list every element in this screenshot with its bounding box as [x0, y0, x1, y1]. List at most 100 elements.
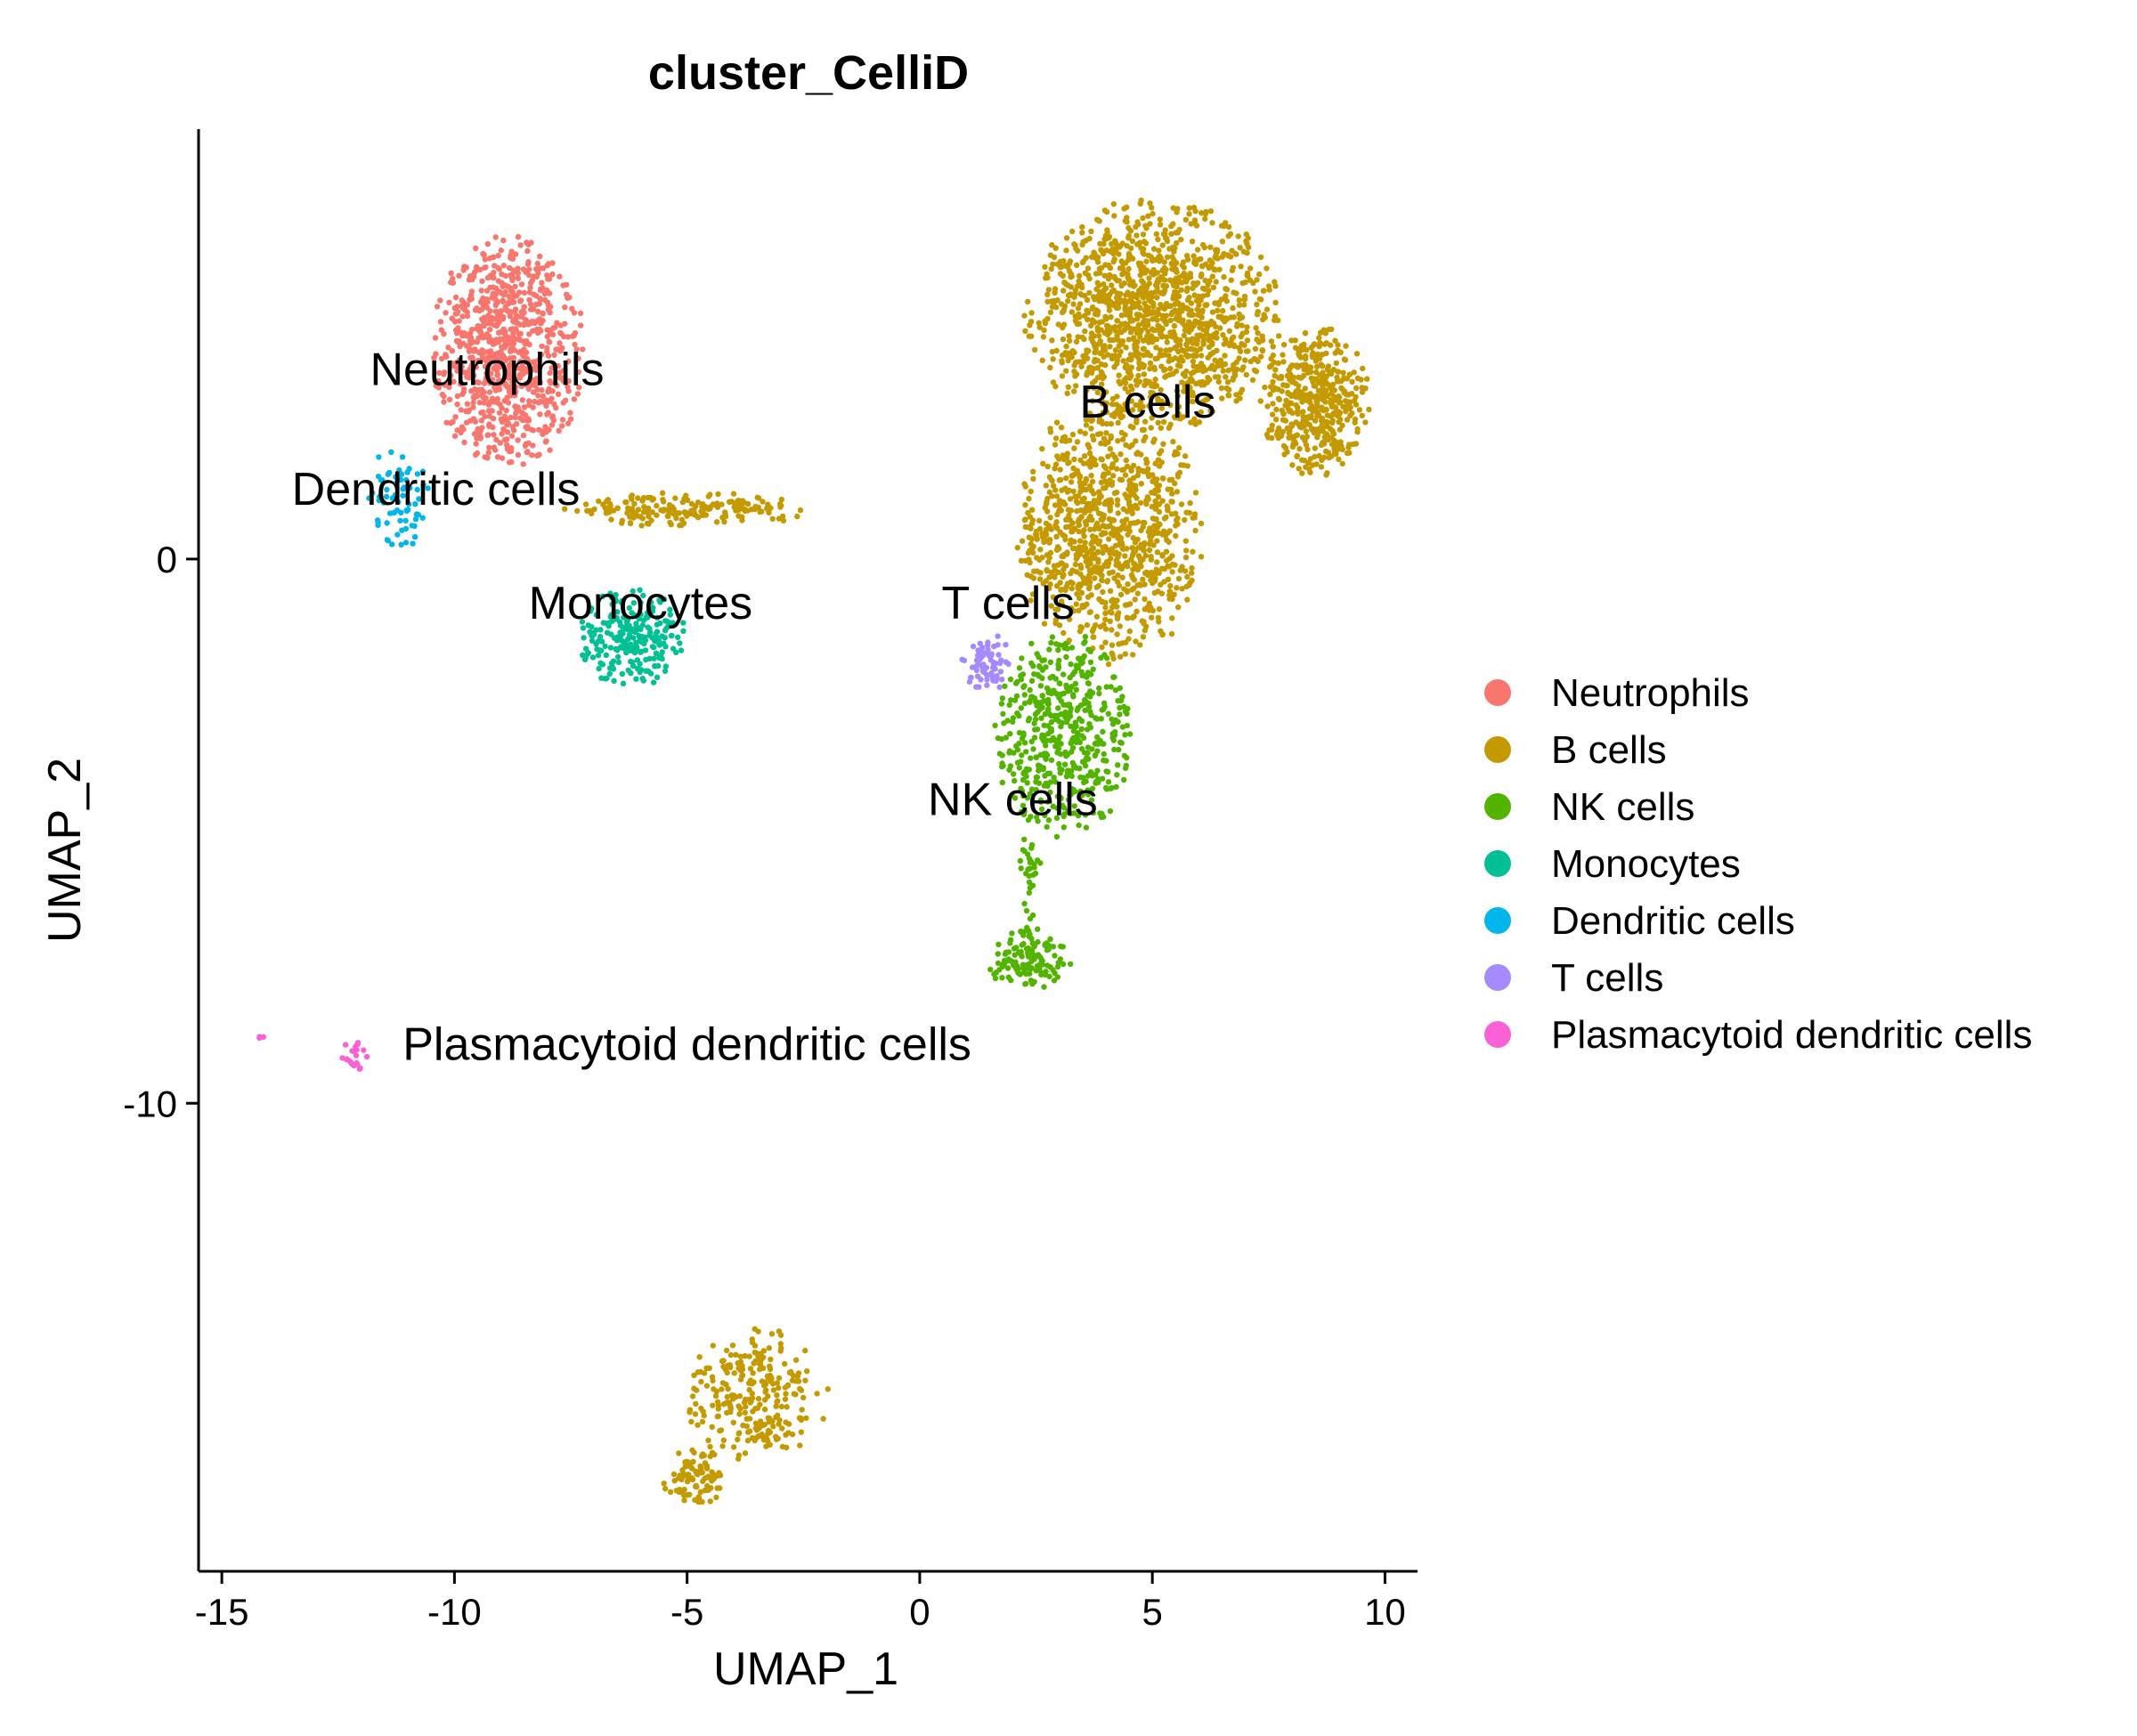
data-point	[491, 399, 497, 405]
data-point	[560, 368, 566, 374]
data-point	[1011, 945, 1018, 952]
data-point	[657, 599, 663, 605]
data-point	[1101, 562, 1108, 568]
data-point	[1157, 253, 1163, 259]
data-point	[744, 1438, 752, 1444]
data-point	[628, 647, 634, 653]
data-point	[466, 277, 473, 283]
data-point	[662, 1486, 669, 1492]
data-point	[1050, 803, 1056, 809]
data-point	[1331, 403, 1338, 410]
data-point	[749, 1381, 755, 1387]
data-point	[572, 341, 578, 348]
data-point	[499, 455, 506, 461]
data-point	[1354, 426, 1361, 433]
data-point	[1060, 258, 1067, 264]
data-point	[627, 506, 633, 513]
data-point	[1158, 386, 1164, 393]
data-point	[1280, 442, 1288, 450]
data-point	[1093, 772, 1099, 778]
data-point	[500, 263, 507, 269]
data-point	[1309, 427, 1316, 434]
data-point	[1319, 415, 1326, 422]
data-point	[1014, 545, 1021, 551]
data-point	[1071, 471, 1078, 478]
data-point	[1117, 653, 1124, 660]
data-point	[497, 380, 503, 386]
data-point	[1154, 295, 1160, 301]
data-point	[655, 637, 662, 644]
data-point	[1032, 716, 1039, 723]
data-point	[1150, 326, 1156, 332]
data-point	[1253, 356, 1259, 362]
data-point	[1270, 352, 1277, 359]
data-point	[1280, 342, 1288, 348]
data-point	[622, 640, 629, 646]
data-point	[623, 650, 630, 656]
data-point	[650, 604, 656, 611]
data-point	[1048, 690, 1055, 697]
data-point	[1107, 337, 1113, 344]
data-point	[1272, 367, 1279, 373]
data-point	[735, 1403, 742, 1409]
data-point	[1025, 298, 1031, 304]
data-point	[1006, 702, 1012, 708]
data-point	[1359, 412, 1366, 418]
data-point	[546, 339, 553, 345]
data-point	[641, 504, 647, 510]
data-point	[702, 1488, 708, 1494]
data-point	[725, 1385, 731, 1392]
data-point	[1078, 589, 1085, 596]
data-point	[1150, 472, 1156, 478]
data-point	[1122, 472, 1129, 478]
data-point	[1146, 402, 1152, 410]
data-point	[1030, 475, 1036, 483]
data-point	[1057, 466, 1063, 473]
data-point	[1062, 587, 1068, 594]
data-point	[1044, 271, 1050, 277]
data-point	[1219, 395, 1225, 402]
data-point	[675, 634, 681, 640]
data-point	[709, 1478, 715, 1484]
data-point	[441, 399, 447, 405]
data-point	[1046, 973, 1052, 980]
data-point	[1230, 304, 1236, 312]
data-point	[1113, 783, 1119, 791]
data-point	[1093, 523, 1100, 529]
data-point	[1126, 443, 1133, 450]
data-point	[1114, 393, 1120, 400]
data-point	[1071, 803, 1078, 809]
data-point	[1130, 353, 1137, 359]
data-point	[1076, 516, 1082, 523]
data-point	[1059, 487, 1065, 493]
data-point	[1171, 282, 1177, 288]
data-point	[562, 304, 568, 311]
data-point	[572, 329, 579, 337]
data-point	[1024, 795, 1031, 801]
data-point	[1259, 347, 1265, 353]
data-point	[1021, 836, 1028, 843]
data-point	[724, 1393, 730, 1400]
data-point	[1142, 627, 1149, 634]
data-point	[1086, 721, 1093, 727]
data-point	[654, 614, 661, 621]
data-point	[1106, 536, 1112, 542]
data-point	[1069, 228, 1076, 235]
data-point	[1086, 567, 1093, 574]
data-point	[1078, 669, 1085, 675]
data-point	[1303, 442, 1310, 448]
data-point	[1180, 259, 1187, 265]
data-point	[1125, 265, 1132, 272]
data-point	[531, 389, 537, 395]
data-point	[1131, 560, 1137, 567]
data-point	[727, 1407, 734, 1415]
data-point	[662, 668, 669, 674]
data-point	[777, 500, 784, 507]
data-point	[1044, 823, 1050, 831]
data-point	[1299, 346, 1305, 353]
data-point	[1032, 726, 1038, 733]
data-point	[1068, 661, 1074, 668]
data-point	[1296, 445, 1303, 452]
data-point	[1105, 768, 1111, 775]
data-point	[1000, 710, 1006, 718]
